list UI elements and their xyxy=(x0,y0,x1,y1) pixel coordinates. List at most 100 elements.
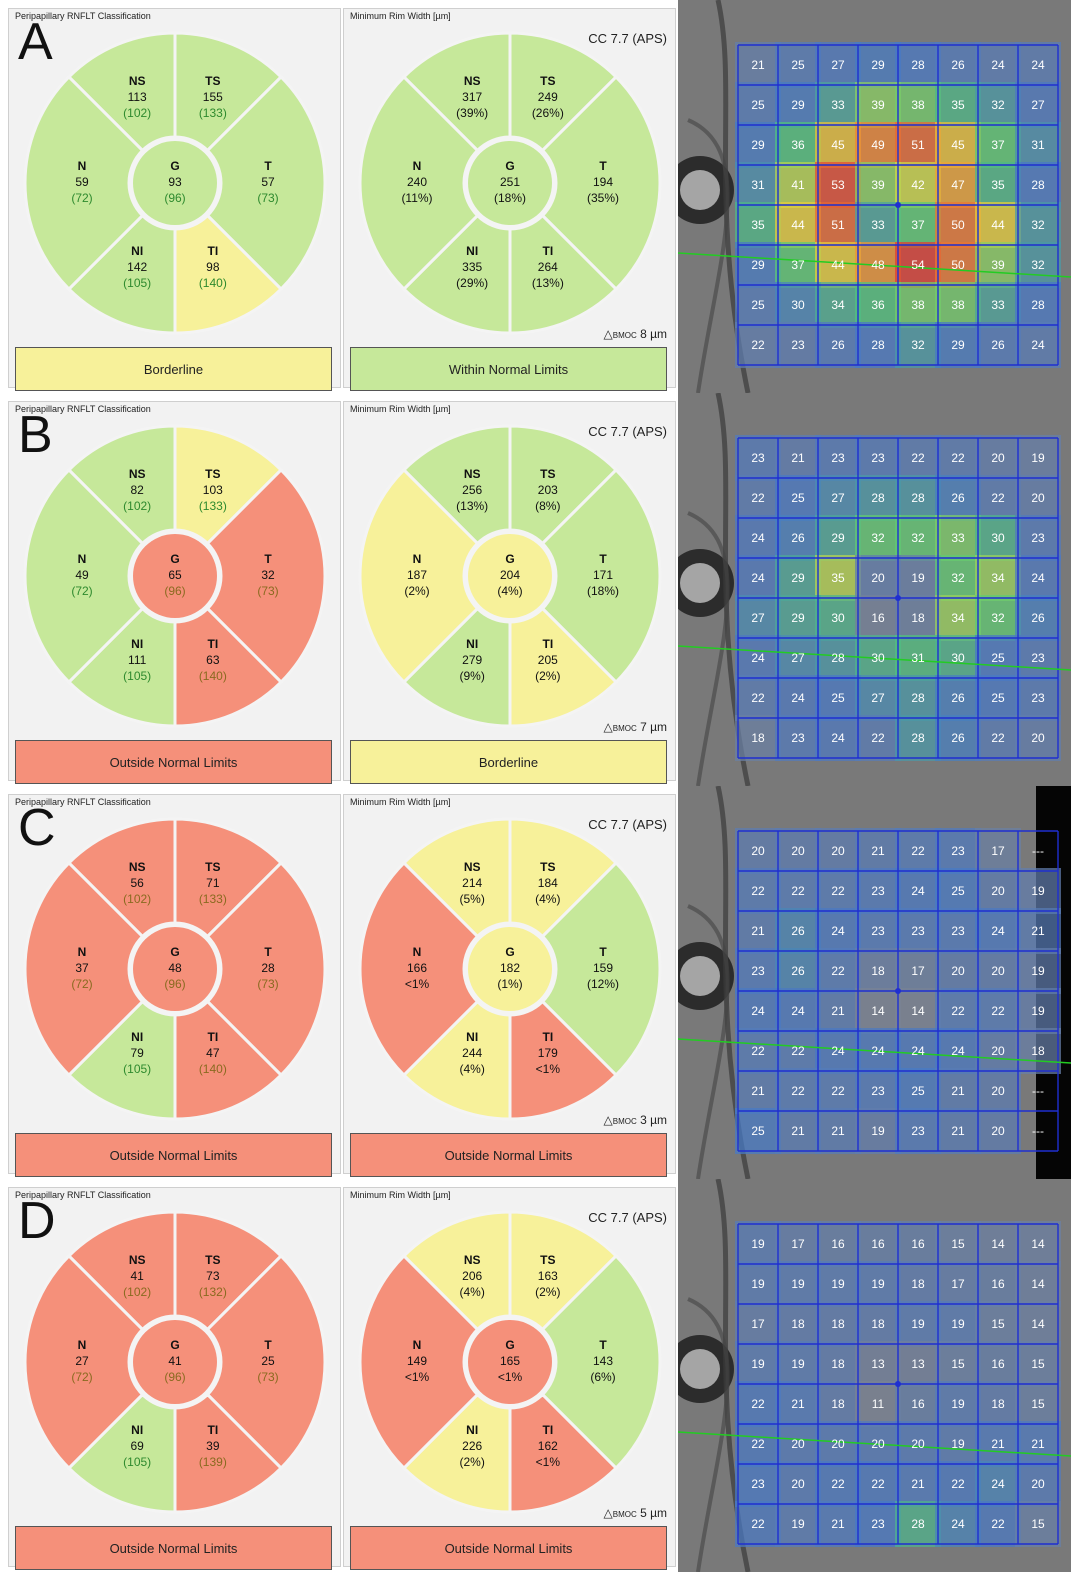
sector-value: 28 xyxy=(261,961,275,975)
thickness-value: 48 xyxy=(871,258,885,272)
thickness-value: 28 xyxy=(911,58,925,72)
heat-cell xyxy=(975,675,1021,721)
thickness-value: 22 xyxy=(791,1084,805,1098)
bmoc-value: 3 µm xyxy=(640,1113,667,1127)
thickness-value: 19 xyxy=(1031,1004,1045,1018)
thickness-value: 16 xyxy=(831,1237,845,1251)
sector-label-ts: TS 71 (133) xyxy=(199,860,227,906)
sector-label-ns: NS 206 (4%) xyxy=(460,1253,485,1299)
heat-cell xyxy=(1015,1261,1061,1307)
sector-label-n: N 49 (72) xyxy=(71,552,92,598)
heat-cell xyxy=(775,948,821,994)
thickness-value: 15 xyxy=(1031,1397,1045,1411)
macular-thickness-map: 20 20 20 21 22 23 17 --- 22 22 22 23 24 25 20 19 21 26 24 2… xyxy=(678,786,1071,1179)
sector-name: TS xyxy=(205,1253,220,1267)
sector-name: G xyxy=(170,945,179,959)
heat-cell xyxy=(815,322,861,368)
heat-cell xyxy=(855,1221,901,1267)
heat-cell xyxy=(735,1028,781,1074)
heat-cell xyxy=(735,1501,781,1547)
heat-cell xyxy=(895,715,941,761)
heat-cell xyxy=(975,242,1021,288)
heat-cell xyxy=(815,435,861,481)
sector-value: 194 xyxy=(593,175,613,189)
thickness-value: 24 xyxy=(791,1004,805,1018)
heat-cell xyxy=(975,475,1021,521)
thickness-value: 28 xyxy=(1031,298,1045,312)
sector-value: 203 xyxy=(538,483,558,497)
sector-reference: (13%) xyxy=(532,276,564,290)
thickness-value: 20 xyxy=(951,964,965,978)
heat-cell xyxy=(775,828,821,874)
heat-cell xyxy=(895,282,941,328)
sector-g xyxy=(468,1320,552,1404)
thickness-value: 32 xyxy=(991,611,1005,625)
heat-cell xyxy=(775,1028,821,1074)
heat-cell xyxy=(1015,122,1061,168)
heat-cell xyxy=(975,988,1021,1034)
heat-cell xyxy=(1015,1341,1061,1387)
heat-cell xyxy=(815,1261,861,1307)
heat-cell xyxy=(935,242,981,288)
heat-cell xyxy=(895,1108,941,1154)
heat-cell xyxy=(1015,868,1061,914)
panel-title: Peripapillary RNFLT Classification xyxy=(15,1190,151,1200)
heat-cell xyxy=(895,1501,941,1547)
thickness-value: 26 xyxy=(791,924,805,938)
heat-cell xyxy=(935,1341,981,1387)
sector-value: 171 xyxy=(593,568,613,582)
sector-reference: (39%) xyxy=(456,106,488,120)
thickness-value: 26 xyxy=(951,491,965,505)
sector-label-ti: TI 179 <1% xyxy=(536,1030,561,1076)
sector-label-n: N 240 (11%) xyxy=(401,159,432,205)
heat-cell xyxy=(855,162,901,208)
heat-cell xyxy=(975,828,1021,874)
sector-label-t: T 57 (73) xyxy=(257,159,278,205)
sector-g xyxy=(468,927,552,1011)
heat-cell xyxy=(975,1028,1021,1074)
thickness-value: 18 xyxy=(991,1397,1005,1411)
sector-name: N xyxy=(78,552,87,566)
heat-cell xyxy=(895,475,941,521)
sector-reference: (96) xyxy=(164,584,185,598)
sector-reference: (2%) xyxy=(404,584,429,598)
heat-cell xyxy=(895,1421,941,1467)
thickness-value: 49 xyxy=(871,138,885,152)
heat-cell xyxy=(935,435,981,481)
thickness-value: 17 xyxy=(911,964,925,978)
thickness-value: 22 xyxy=(831,1084,845,1098)
sector-reference: <1% xyxy=(536,1455,561,1469)
thickness-value: 23 xyxy=(951,924,965,938)
panel-title: Peripapillary RNFLT Classification xyxy=(15,797,151,807)
thickness-value: 31 xyxy=(751,178,765,192)
heat-cell xyxy=(775,515,821,561)
thickness-value: 22 xyxy=(991,1517,1005,1531)
sector-reference: (96) xyxy=(164,191,185,205)
sector-name: NI xyxy=(131,1423,143,1437)
sector-reference: (133) xyxy=(199,499,227,513)
thickness-value: 19 xyxy=(951,1317,965,1331)
thickness-value: 23 xyxy=(911,924,925,938)
sector-reference: (102) xyxy=(123,892,151,906)
heat-cell xyxy=(975,868,1021,914)
sector-value: 59 xyxy=(75,175,89,189)
heat-cell xyxy=(895,82,941,128)
sector-label-ts: TS 249 (26%) xyxy=(532,74,564,120)
thickness-value: 13 xyxy=(911,1357,925,1371)
heat-cell xyxy=(1015,1461,1061,1507)
thickness-value: 20 xyxy=(991,964,1005,978)
thickness-value: 35 xyxy=(991,178,1005,192)
thickness-value: 15 xyxy=(991,1317,1005,1331)
thickness-value: 22 xyxy=(751,1397,765,1411)
thickness-value: 20 xyxy=(831,1437,845,1451)
thickness-value: 29 xyxy=(751,138,765,152)
heat-cell xyxy=(895,42,941,88)
heat-cell xyxy=(735,515,781,561)
sector-label-ti: TI 205 (2%) xyxy=(535,637,560,683)
thickness-value: 23 xyxy=(1031,531,1045,545)
heat-cell xyxy=(1015,1028,1061,1074)
sector-label-g: G 48 (96) xyxy=(164,945,185,991)
thickness-value: 16 xyxy=(911,1237,925,1251)
sector-reference: <1% xyxy=(405,1370,430,1384)
heat-cell xyxy=(775,595,821,641)
